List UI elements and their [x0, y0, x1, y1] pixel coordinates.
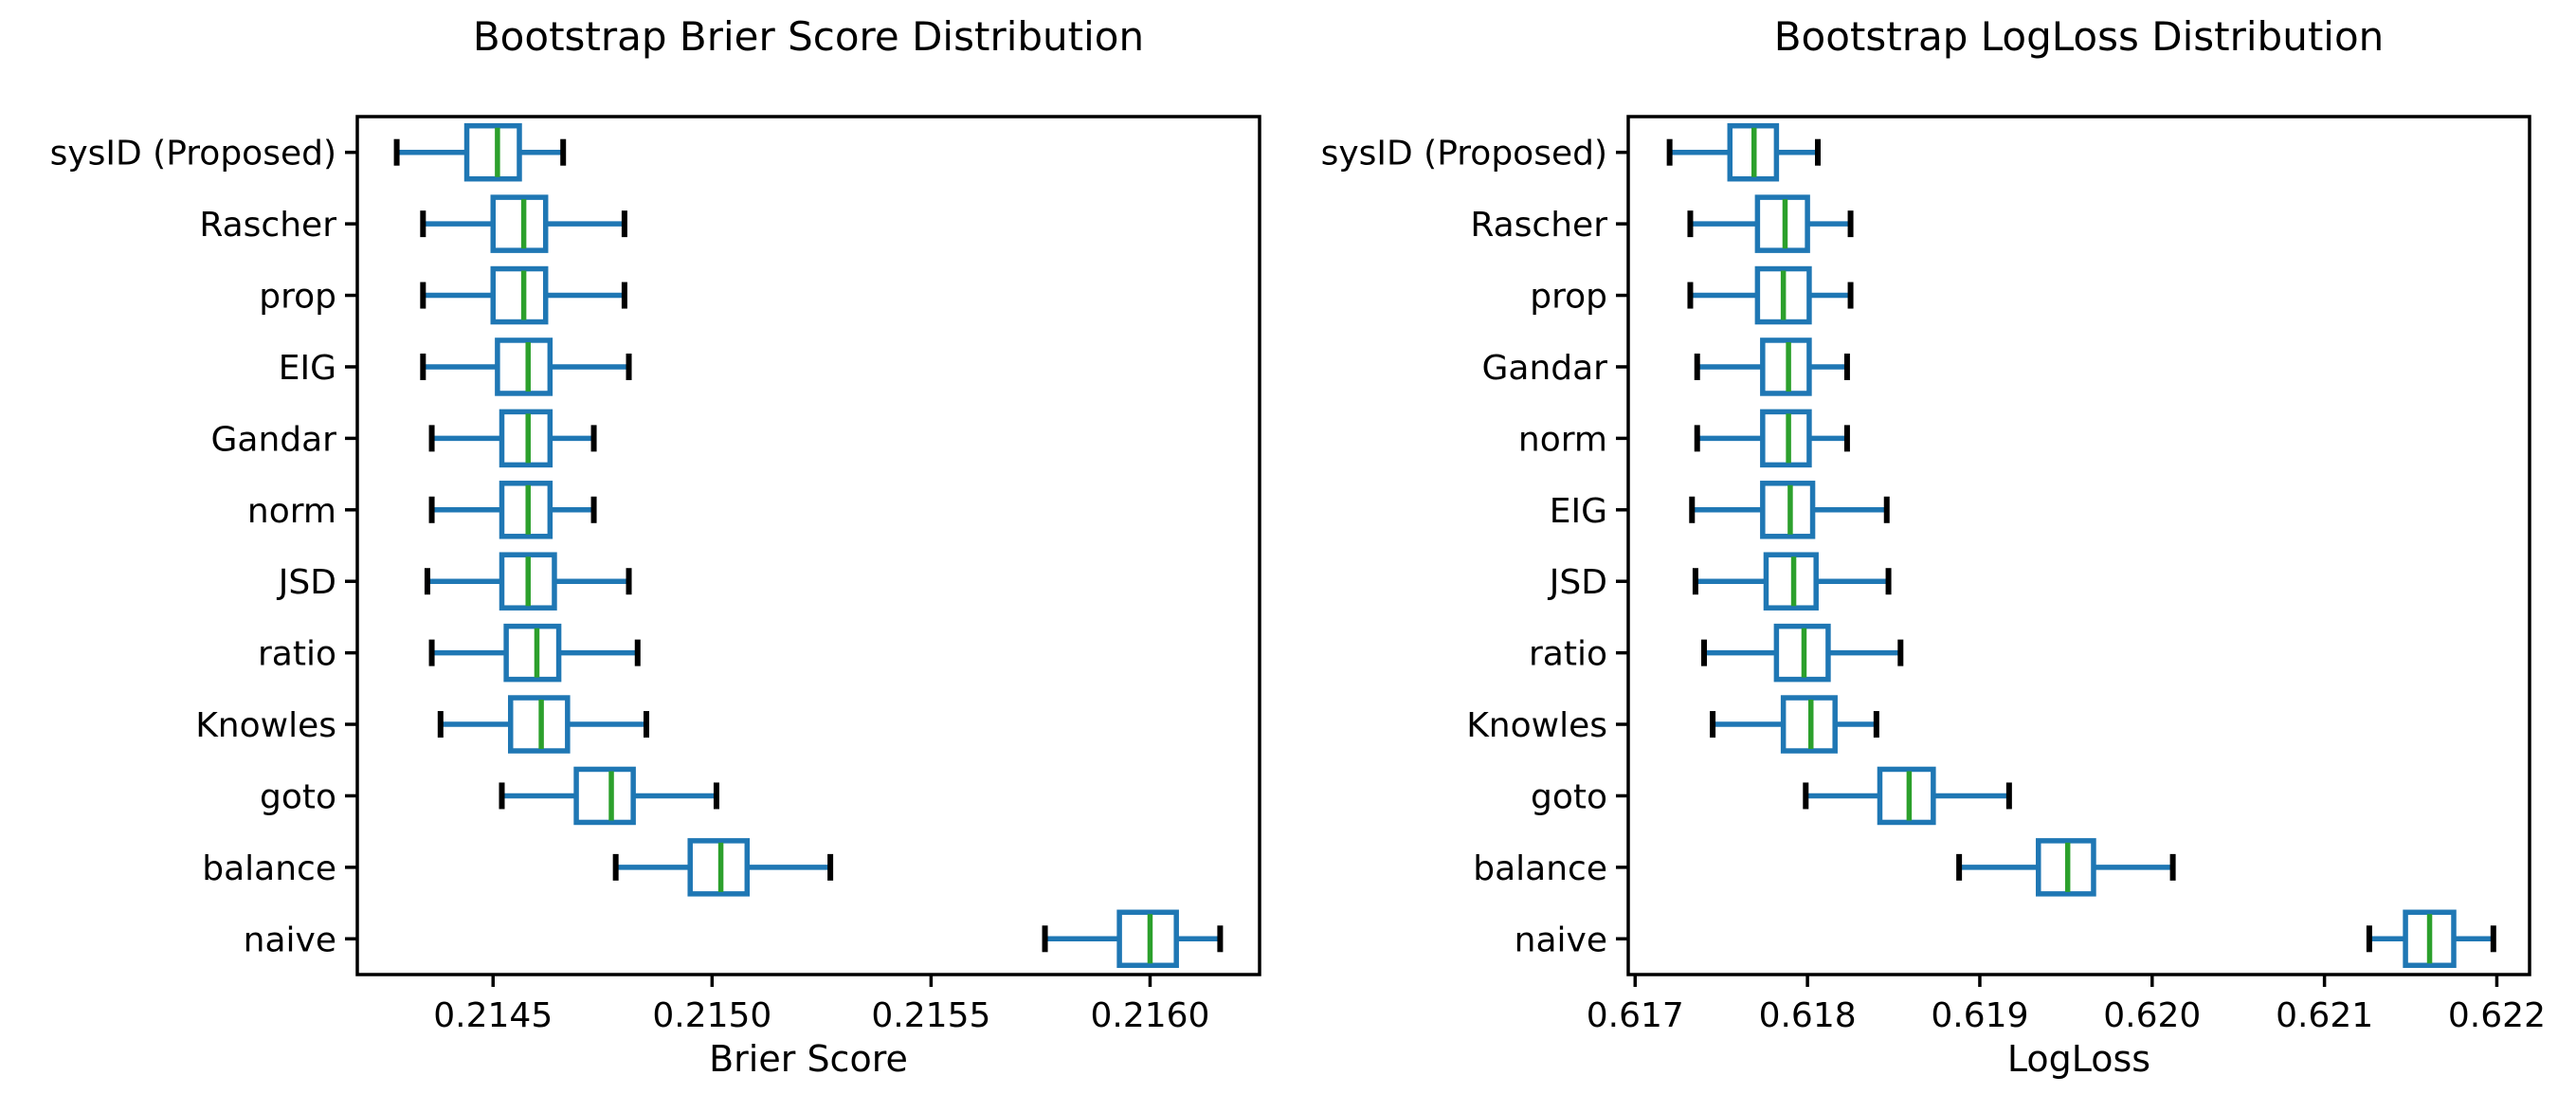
left-axes-frame	[355, 115, 1261, 976]
right-category-label-jsd: JSD	[1548, 563, 1607, 602]
left-box-prop	[490, 265, 549, 325]
right-category-label-balance: balance	[1473, 849, 1607, 888]
right-category-label-ratio: ratio	[1529, 635, 1607, 674]
right-category-label-goto: goto	[1531, 777, 1607, 816]
right-x-axis-label: LogLoss	[2006, 1038, 2151, 1080]
left-box-ratio	[503, 623, 562, 683]
left-category-label-prop: prop	[259, 278, 336, 317]
left-category-label-knowles: Knowles	[195, 706, 336, 745]
right-category-label-norm: norm	[1518, 420, 1607, 459]
right-category-label-sysid-proposed: sysID (Proposed)	[1321, 135, 1607, 173]
left-box-rascher	[490, 194, 549, 253]
left-box-goto	[573, 766, 636, 826]
right-x-tick-label-3: 0.620	[2103, 996, 2201, 1035]
right-category-label-knowles: Knowles	[1466, 706, 1607, 745]
right-category-label-eig: EIG	[1550, 492, 1607, 531]
left-category-label-rascher: Rascher	[199, 206, 336, 245]
left-category-label-goto: goto	[260, 777, 336, 816]
left-box-sysid-proposed	[463, 122, 522, 182]
right-category-label-prop: prop	[1530, 278, 1607, 317]
right-x-tick-label-4: 0.621	[2276, 996, 2373, 1035]
left-x-tick-label-2: 0.2155	[871, 996, 990, 1035]
left-category-label-gandar: Gandar	[211, 420, 337, 459]
right-x-tick-label-2: 0.619	[1931, 996, 2028, 1035]
left-x-tick-label-1: 0.2150	[652, 996, 771, 1035]
right-x-tick-label-5: 0.622	[2448, 996, 2546, 1035]
right-category-label-naive: naive	[1515, 921, 1607, 959]
left-x-axis-label: Brier Score	[709, 1038, 908, 1080]
right-category-label-gandar: Gandar	[1482, 349, 1608, 388]
left-category-label-naive: naive	[244, 921, 336, 959]
left-category-label-eig: EIG	[279, 349, 336, 388]
left-category-label-balance: balance	[202, 849, 336, 888]
right-category-label-rascher: Rascher	[1470, 206, 1607, 245]
left-category-label-sysid-proposed: sysID (Proposed)	[50, 135, 336, 173]
left-category-label-norm: norm	[247, 492, 336, 531]
left-category-label-ratio: ratio	[258, 635, 336, 674]
right-panel-title: Bootstrap LogLoss Distribution	[1773, 13, 2385, 60]
right-x-tick-label-0: 0.617	[1587, 996, 1684, 1035]
left-x-tick-label-3: 0.2160	[1090, 996, 1209, 1035]
right-x-tick-label-1: 0.618	[1759, 996, 1857, 1035]
right-axes-frame	[1626, 115, 2531, 976]
left-box-eig	[495, 337, 553, 396]
left-panel-title: Bootstrap Brier Score Distribution	[472, 13, 1145, 60]
left-category-label-jsd: JSD	[277, 563, 336, 602]
left-x-tick-label-0: 0.2145	[433, 996, 553, 1035]
